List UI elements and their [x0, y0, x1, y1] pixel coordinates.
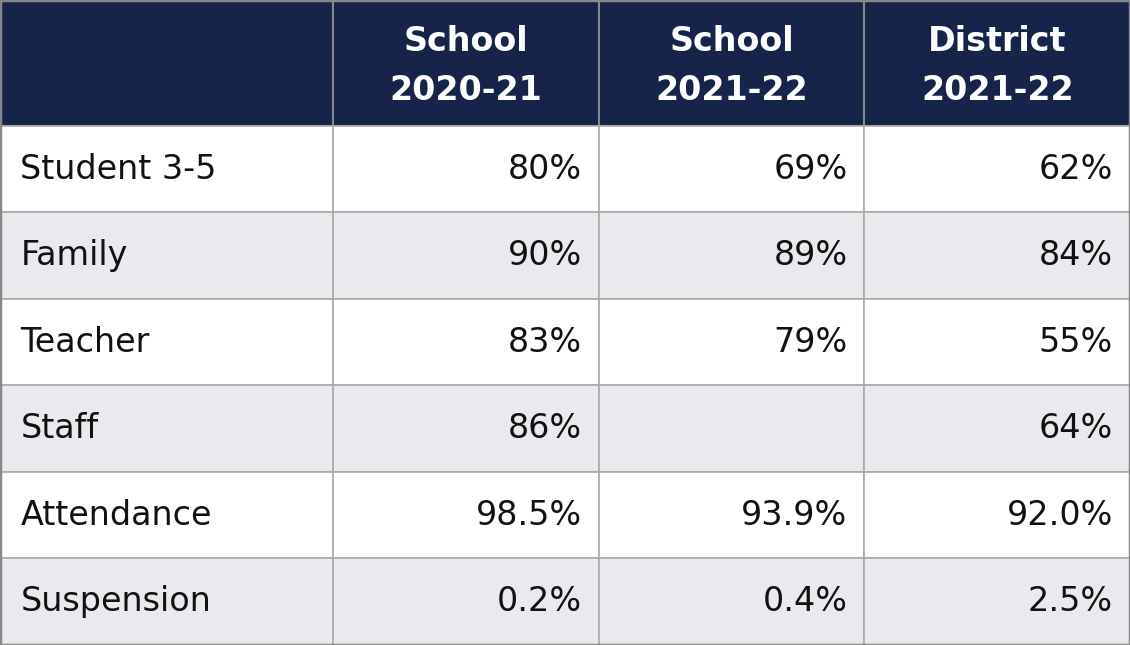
- Bar: [0, 299, 333, 386]
- Text: 2021-22: 2021-22: [655, 74, 808, 107]
- Text: 90%: 90%: [507, 239, 582, 272]
- Text: 2020-21: 2020-21: [390, 74, 542, 107]
- Text: 2021-22: 2021-22: [921, 74, 1074, 107]
- Bar: [864, 386, 1130, 472]
- Text: 83%: 83%: [507, 326, 582, 359]
- Text: 89%: 89%: [773, 239, 848, 272]
- Text: 86%: 86%: [507, 412, 582, 445]
- Bar: [864, 559, 1130, 645]
- Text: Family: Family: [20, 239, 128, 272]
- Bar: [333, 472, 599, 559]
- Bar: [864, 0, 1130, 126]
- Bar: [0, 386, 333, 472]
- Text: School: School: [669, 25, 794, 58]
- Text: 62%: 62%: [1038, 153, 1113, 186]
- Bar: [0, 0, 333, 126]
- Bar: [0, 472, 333, 559]
- Bar: [599, 212, 864, 299]
- Text: 69%: 69%: [773, 153, 848, 186]
- Bar: [864, 299, 1130, 386]
- Bar: [864, 472, 1130, 559]
- Text: 80%: 80%: [507, 153, 582, 186]
- Text: District: District: [928, 25, 1067, 58]
- Bar: [599, 126, 864, 212]
- Bar: [333, 0, 599, 126]
- Bar: [0, 126, 333, 212]
- Bar: [599, 299, 864, 386]
- Text: 84%: 84%: [1038, 239, 1113, 272]
- Text: 0.4%: 0.4%: [763, 585, 848, 618]
- Bar: [599, 0, 864, 126]
- Bar: [333, 559, 599, 645]
- Text: 2.5%: 2.5%: [1028, 585, 1113, 618]
- Text: Suspension: Suspension: [20, 585, 211, 618]
- Bar: [0, 212, 333, 299]
- Bar: [599, 559, 864, 645]
- Bar: [333, 299, 599, 386]
- Bar: [864, 126, 1130, 212]
- Text: 55%: 55%: [1038, 326, 1113, 359]
- Text: Staff: Staff: [20, 412, 98, 445]
- Bar: [599, 386, 864, 472]
- Text: Student 3-5: Student 3-5: [20, 153, 217, 186]
- Text: 0.2%: 0.2%: [497, 585, 582, 618]
- Bar: [864, 212, 1130, 299]
- Bar: [599, 472, 864, 559]
- Bar: [0, 559, 333, 645]
- Text: School: School: [403, 25, 529, 58]
- Bar: [333, 386, 599, 472]
- Text: 93.9%: 93.9%: [741, 499, 848, 531]
- Text: 92.0%: 92.0%: [1007, 499, 1113, 531]
- Text: Teacher: Teacher: [20, 326, 149, 359]
- Bar: [333, 126, 599, 212]
- Text: 98.5%: 98.5%: [476, 499, 582, 531]
- Bar: [333, 212, 599, 299]
- Text: Attendance: Attendance: [20, 499, 211, 531]
- Text: 79%: 79%: [773, 326, 848, 359]
- Text: 64%: 64%: [1038, 412, 1113, 445]
